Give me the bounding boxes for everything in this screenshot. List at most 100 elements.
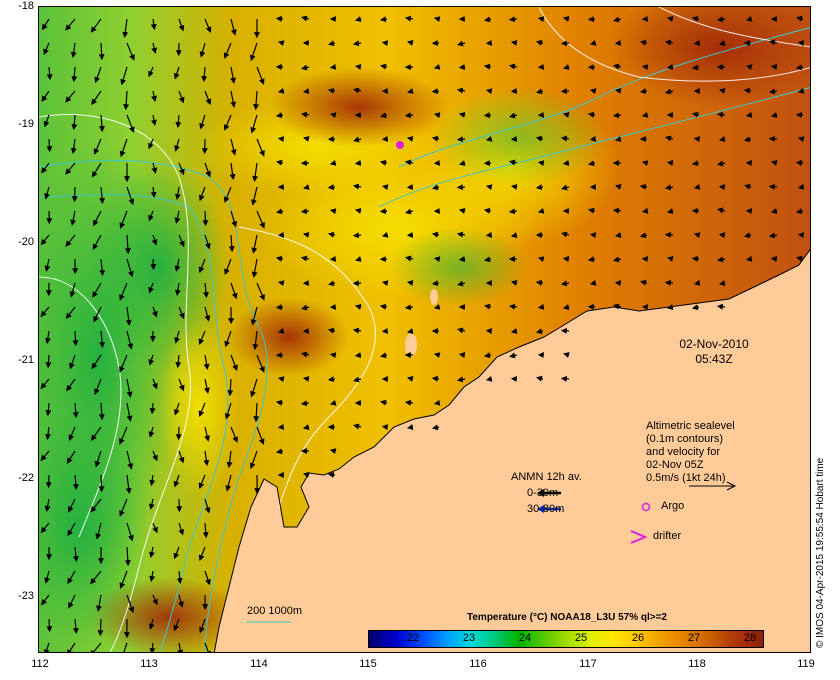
velocity-arrow — [230, 210, 238, 228]
velocity-arrow — [795, 208, 804, 215]
velocity-arrow — [537, 303, 545, 310]
velocity-arrow — [641, 111, 649, 118]
velocity-arrow — [302, 232, 310, 238]
colorbar-tick: 27 — [687, 632, 701, 644]
velocity-arrow — [509, 159, 518, 166]
velocity-arrow — [204, 18, 212, 34]
velocity-arrow — [745, 64, 753, 71]
velocity-arrow — [176, 570, 183, 585]
velocity-arrow — [225, 474, 232, 492]
velocity-arrow — [174, 258, 181, 272]
velocity-arrow — [72, 546, 79, 563]
velocity-arrow — [250, 378, 258, 398]
velocity-arrow — [562, 304, 570, 310]
y-tick-label: -21 — [18, 354, 34, 366]
drifter-legend-icon — [630, 530, 648, 544]
velocity-arrow — [717, 207, 726, 214]
velocity-arrow — [223, 186, 232, 203]
velocity-arrow — [352, 327, 362, 334]
velocity-arrow — [94, 378, 102, 396]
velocity-arrow — [508, 16, 518, 23]
velocity-arrow — [431, 424, 440, 431]
velocity-arrow — [150, 258, 157, 271]
velocity-arrow — [120, 66, 128, 86]
velocity-arrow — [223, 42, 232, 59]
velocity-arrow — [587, 256, 596, 263]
velocity-arrow — [485, 88, 493, 95]
velocity-arrow — [457, 327, 466, 334]
velocity-arrow — [381, 184, 389, 191]
velocity-arrow — [224, 402, 232, 420]
velocity-arrow — [277, 87, 285, 94]
velocity-arrow — [277, 280, 285, 287]
velocity-arrow — [743, 87, 752, 94]
velocity-arrow — [560, 135, 570, 142]
velocity-arrow — [431, 280, 440, 287]
velocity-arrow — [69, 354, 76, 370]
land-mass — [214, 249, 810, 652]
velocity-arrow — [352, 40, 362, 47]
argo-legend-label: Argo — [661, 500, 685, 512]
velocity-arrow — [745, 15, 753, 22]
velocity-arrow — [72, 402, 79, 419]
velocity-arrow — [560, 40, 570, 47]
velocity-arrow — [173, 546, 180, 560]
velocity-arrow — [67, 570, 76, 585]
velocity-arrow — [406, 376, 414, 382]
velocity-arrow — [95, 522, 102, 540]
velocity-arrow — [99, 186, 106, 205]
velocity-arrow — [66, 642, 76, 652]
velocity-arrow — [152, 594, 158, 606]
sst-map-canvas — [39, 7, 810, 652]
velocity-arrow — [148, 498, 155, 510]
island — [405, 333, 417, 357]
velocity-arrow — [404, 112, 414, 119]
velocity-arrow — [89, 642, 102, 652]
timestamp-time: 05:43Z — [695, 352, 733, 366]
velocity-arrow — [178, 378, 185, 392]
velocity-arrow — [510, 280, 518, 286]
velocity-arrow — [275, 112, 284, 119]
velocity-arrow — [148, 66, 154, 78]
velocity-arrow — [508, 208, 518, 215]
sst-map[interactable]: 02-Nov-2010 05:43Z Altimetric sealevel (… — [38, 6, 811, 653]
velocity-arrow — [691, 304, 700, 311]
velocity-arrow — [459, 160, 466, 166]
velocity-arrow — [98, 114, 105, 133]
velocity-arrow — [68, 426, 76, 442]
velocity-arrow — [612, 207, 622, 214]
velocity-arrow — [230, 18, 237, 36]
velocity-arrow — [379, 159, 388, 166]
velocity-arrow — [639, 232, 648, 239]
velocity-arrow — [485, 184, 493, 191]
velocity-arrow — [641, 64, 649, 71]
velocity-arrow — [406, 280, 414, 286]
velocity-arrow — [301, 15, 310, 22]
velocity-arrow — [300, 111, 310, 118]
velocity-arrow — [277, 40, 285, 47]
velocity-arrow — [354, 208, 362, 214]
velocity-arrow — [354, 304, 362, 310]
velocity-arrow — [327, 87, 336, 94]
velocity-arrow — [770, 112, 778, 118]
velocity-arrow — [68, 594, 76, 609]
coastline — [213, 248, 810, 652]
velocity-arrow — [256, 210, 265, 229]
velocity-arrow — [70, 42, 77, 59]
velocity-arrow — [230, 138, 237, 156]
velocity-arrow — [458, 351, 466, 358]
velocity-arrows — [40, 15, 805, 652]
velocity-arrow — [175, 354, 182, 369]
velocity-arrow — [96, 594, 102, 612]
velocity-arrow — [119, 282, 128, 301]
velocity-arrow — [743, 232, 752, 239]
velocity-arrow — [563, 64, 570, 70]
velocity-arrow — [43, 42, 50, 56]
velocity-arrow — [177, 642, 184, 652]
drifter-legend-label: drifter — [653, 530, 682, 542]
velocity-arrow — [405, 255, 414, 262]
velocity-arrow — [119, 210, 128, 229]
velocity-arrow — [40, 522, 50, 534]
velocity-arrow — [327, 471, 336, 478]
velocity-arrow — [613, 16, 622, 23]
